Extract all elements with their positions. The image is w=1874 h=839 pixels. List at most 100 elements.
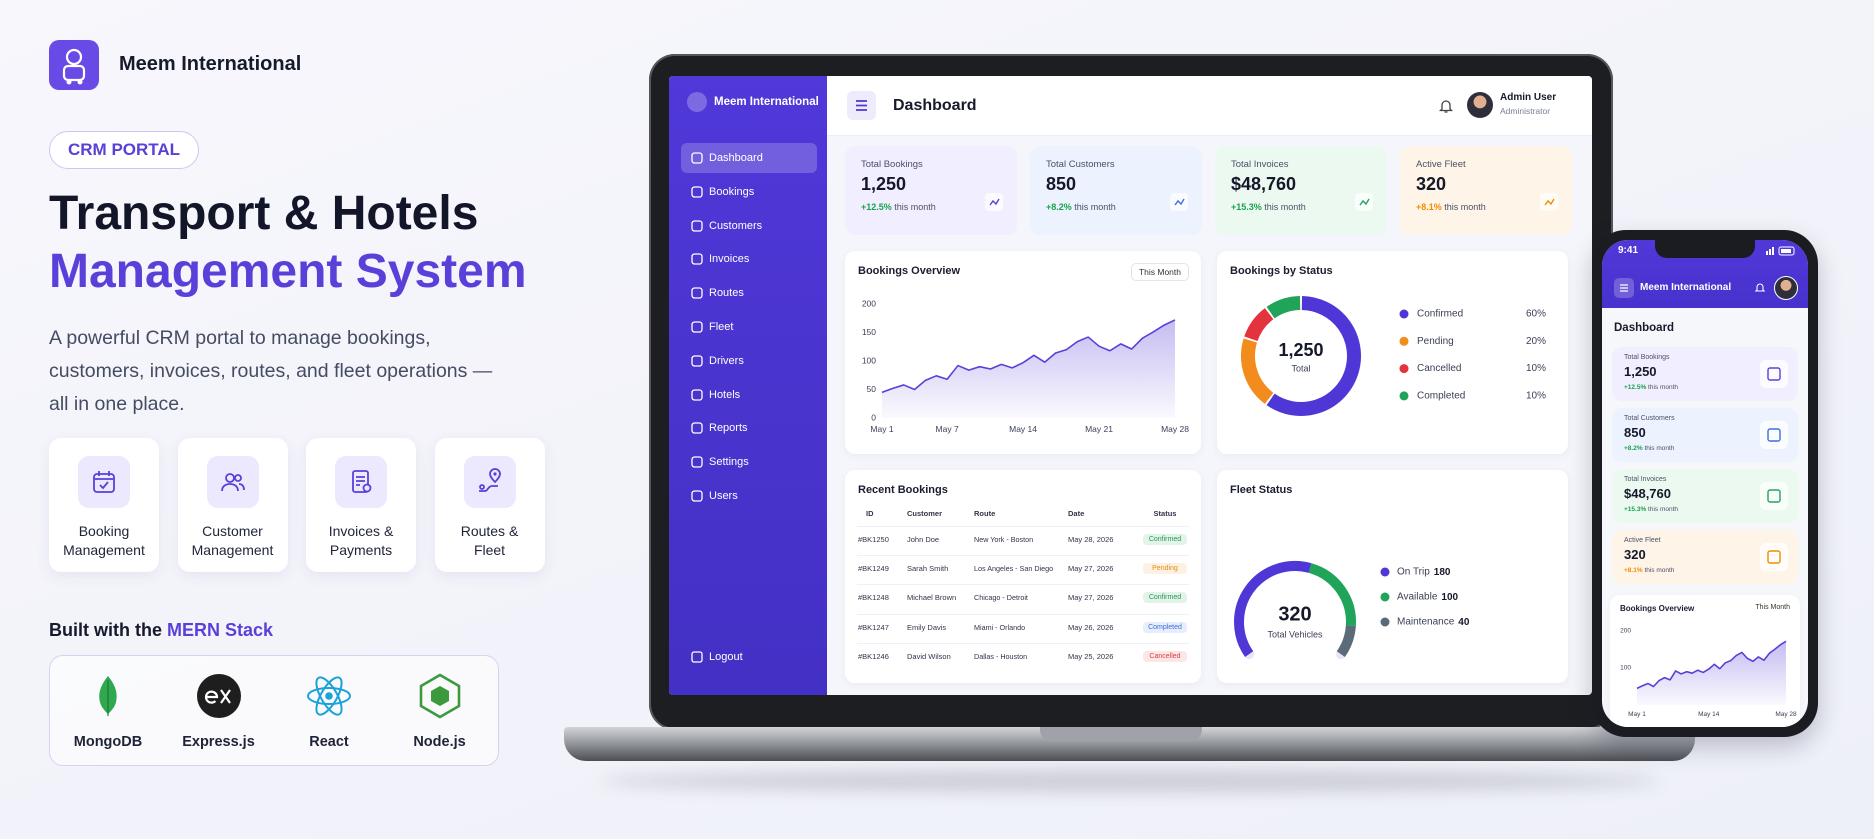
status-pill: Pending bbox=[1143, 563, 1187, 575]
stat-label: Total Invoices bbox=[1231, 159, 1289, 170]
nav-item[interactable]: Routes bbox=[681, 278, 817, 308]
stat-period: this month bbox=[1644, 445, 1675, 452]
stat-change-value: +8.2% bbox=[1046, 202, 1072, 212]
stat-card: Total Customers 850 +8.2% this month bbox=[1030, 146, 1202, 235]
donut-center-value: 1,250 bbox=[1278, 340, 1323, 360]
menu-icon bbox=[1620, 284, 1628, 292]
avatar[interactable] bbox=[1467, 92, 1493, 118]
nav-item[interactable]: Settings bbox=[681, 447, 817, 477]
stat-change: +12.5% this month bbox=[861, 202, 936, 212]
decoration bbox=[93, 473, 115, 493]
stat-icon bbox=[1760, 543, 1788, 571]
x-tick-label: May 14 bbox=[1698, 711, 1720, 718]
decoration bbox=[1760, 360, 1788, 388]
feature-card: Invoices & Payments bbox=[306, 438, 416, 572]
stat-period: this month bbox=[1074, 202, 1116, 212]
nav-icon bbox=[691, 321, 703, 333]
legend-dot bbox=[1399, 364, 1409, 374]
status-icons bbox=[1766, 246, 1795, 256]
nav-item[interactable]: Customers bbox=[681, 211, 817, 241]
menu-button[interactable] bbox=[847, 91, 876, 120]
stat-period: this month bbox=[1648, 506, 1679, 513]
feature-label: Booking Management bbox=[63, 523, 145, 558]
stat-label: Total Bookings bbox=[1624, 354, 1670, 361]
legend-value: 10% bbox=[1526, 363, 1546, 374]
nav-icon bbox=[691, 355, 703, 367]
phone-avatar[interactable] bbox=[1774, 276, 1798, 300]
decoration bbox=[315, 676, 343, 716]
decoration bbox=[62, 64, 86, 82]
phone-menu[interactable] bbox=[1614, 278, 1634, 298]
decoration bbox=[691, 253, 703, 266]
logo bbox=[49, 40, 99, 90]
nav-item[interactable]: Drivers bbox=[681, 346, 817, 376]
nav-item[interactable]: Fleet bbox=[681, 312, 817, 342]
nav-item[interactable]: Dashboard bbox=[681, 143, 817, 173]
panel-title: Bookings Overview bbox=[1620, 604, 1695, 613]
table-cell: Emily Davis bbox=[907, 622, 947, 632]
stat-icon bbox=[1170, 193, 1188, 211]
stat-icon bbox=[1355, 193, 1373, 211]
nav-item[interactable]: Bookings bbox=[681, 177, 817, 207]
x-tick-label: May 1 bbox=[870, 424, 893, 434]
nav-label: Bookings bbox=[709, 185, 755, 198]
stat-change-value: +12.5% bbox=[861, 202, 892, 212]
gauge-total: 320 bbox=[1278, 603, 1311, 625]
decoration bbox=[196, 674, 241, 718]
line bbox=[881, 319, 1176, 394]
stack-logo bbox=[419, 673, 460, 719]
phone-stat-card: Active Fleet 320 +8.1% this month bbox=[1612, 530, 1798, 584]
nav-item[interactable]: Users bbox=[681, 481, 817, 511]
feature-label: Invoices & Payments bbox=[328, 523, 394, 558]
stat-icon bbox=[1760, 421, 1788, 449]
stat-icon bbox=[1760, 360, 1788, 388]
filter[interactable]: This Month bbox=[1755, 604, 1790, 611]
row-divider bbox=[857, 526, 1189, 527]
nav-label: Users bbox=[709, 490, 738, 502]
table-cell: #BK1249 bbox=[858, 564, 889, 574]
brand-name: Meem International bbox=[119, 53, 302, 75]
decoration bbox=[1778, 246, 1795, 256]
nav-label: Routes bbox=[709, 287, 744, 300]
column-header: Customer bbox=[907, 509, 943, 518]
nav-item[interactable]: Invoices bbox=[681, 244, 817, 274]
legend-dot bbox=[1399, 391, 1409, 401]
header: Dashboard Admin User Administrator bbox=[827, 76, 1592, 136]
gauge-segment bbox=[1234, 561, 1312, 657]
sidebar-logo bbox=[687, 92, 707, 112]
stat-label: Total Bookings bbox=[861, 159, 923, 170]
decoration bbox=[1769, 249, 1771, 255]
feature-icon-box bbox=[78, 456, 130, 508]
stat-icon bbox=[1760, 482, 1788, 510]
badge: CRM PORTAL bbox=[49, 131, 200, 169]
table-cell: May 27, 2026 bbox=[1068, 564, 1114, 574]
stat-change-value: +12.5% bbox=[1624, 384, 1647, 391]
panel-title: Bookings by Status bbox=[1230, 265, 1333, 277]
bell-icon[interactable] bbox=[1754, 282, 1766, 294]
stat-change: +8.2% this month bbox=[1046, 202, 1116, 212]
y-tick-label: 0 bbox=[871, 412, 876, 422]
decoration bbox=[1544, 198, 1555, 206]
filter[interactable]: This Month bbox=[1130, 263, 1189, 281]
stat-change: +15.3% this month bbox=[1231, 202, 1306, 212]
nav-icon bbox=[691, 422, 703, 435]
row-divider bbox=[857, 613, 1189, 615]
nav-item[interactable]: Hotels bbox=[681, 380, 817, 410]
status-pill: Confirmed bbox=[1143, 534, 1187, 545]
x-tick-label: May 1 bbox=[1628, 711, 1646, 718]
logout[interactable]: Logout bbox=[681, 642, 817, 672]
stat-change-value: +8.2% bbox=[1624, 445, 1643, 452]
nav-item[interactable]: Reports bbox=[681, 413, 817, 443]
decoration bbox=[691, 321, 703, 333]
stat-icon bbox=[985, 193, 1003, 211]
feature-icon bbox=[352, 470, 372, 493]
decoration bbox=[1174, 198, 1185, 206]
bell-icon[interactable] bbox=[1438, 98, 1454, 114]
feature-icon bbox=[220, 473, 245, 492]
legend-label: Completed bbox=[1417, 391, 1465, 402]
nav-label: Dashboard bbox=[709, 152, 763, 164]
sidebar: Meem International Dashboard Bookings Cust… bbox=[669, 76, 827, 695]
decoration bbox=[691, 456, 703, 468]
stat-value: 850 bbox=[1624, 425, 1646, 440]
stack-box: MongoDB Express.js React Node.js bbox=[49, 655, 499, 766]
